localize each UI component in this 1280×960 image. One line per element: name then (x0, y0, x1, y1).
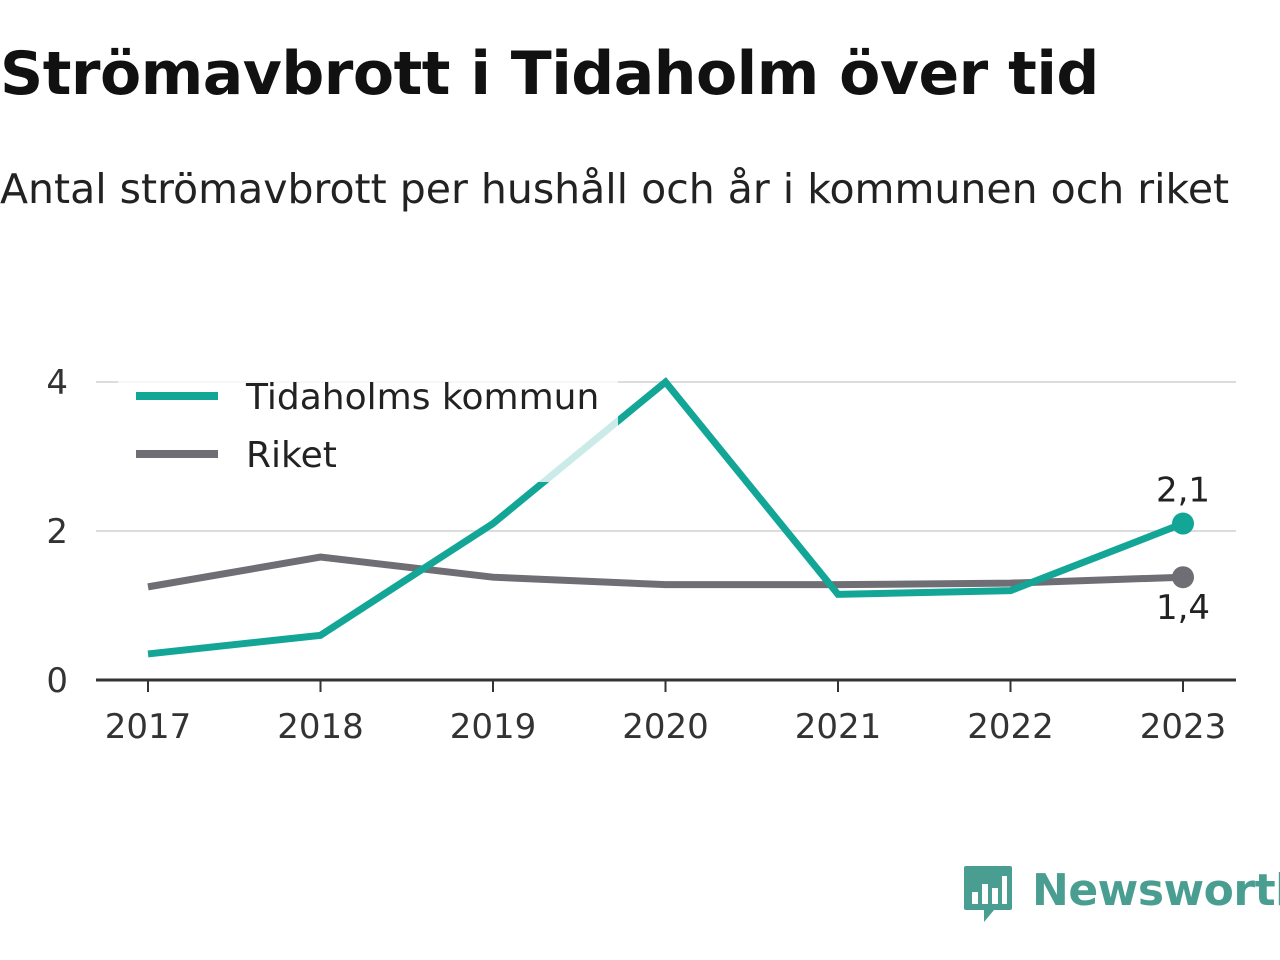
x-tick-label: 2018 (277, 707, 364, 747)
bar-chart-icon (964, 866, 1012, 922)
y-tick-label: 2 (46, 512, 68, 552)
y-tick-label: 4 (46, 363, 68, 403)
legend-label: Riket (246, 435, 337, 476)
legend-label: Tidaholms kommun (245, 377, 599, 418)
line-chart: 0 2 4 2017 2018 2019 2020 2021 2022 2023 2,1 1,4 Tid… (46, 363, 1236, 747)
x-tick-label: 2022 (967, 707, 1054, 747)
series-line-tidaholm (147, 377, 1185, 658)
x-tick-label: 2017 (105, 707, 192, 747)
x-tick-label: 2023 (1140, 707, 1227, 747)
end-point-riket (1172, 566, 1194, 589)
end-value-label: 2,1 (1156, 471, 1210, 511)
brand-name: Newsworthy (1032, 865, 1280, 916)
series-line-riket (147, 553, 1184, 591)
chart-title: Strömavbrott i Tidaholm över tid (0, 39, 1099, 109)
x-tick-label: 2019 (450, 707, 537, 747)
chart-subtitle: Antal strömavbrott per hushåll och år i … (0, 165, 1230, 213)
end-value-label: 1,4 (1156, 588, 1210, 628)
end-point-tidaholm (1172, 512, 1194, 535)
y-tick-label: 0 (46, 661, 68, 701)
x-tick-label: 2020 (622, 707, 709, 747)
x-tick-label: 2021 (795, 707, 882, 747)
newsworthy-logo: Newsworthy (962, 864, 1280, 926)
